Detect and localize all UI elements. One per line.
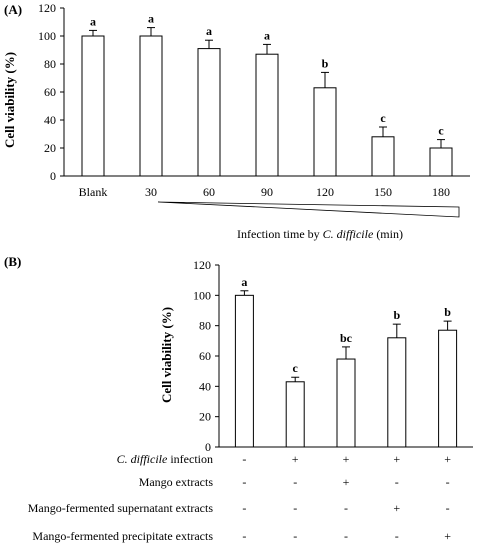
y-tick-label: 40 [44,113,56,127]
bar [139,35,163,177]
panel-a-time-wedge [157,201,460,218]
treatment-minus: - [446,475,450,489]
treatment-row-label: Mango-fermented supernatant extracts [28,501,214,515]
significance-letter: b [444,305,451,319]
bar [197,48,221,177]
y-tick-label: 100 [38,29,56,43]
bar [234,294,254,448]
panel-a-xlabel-organism: C. difficile [323,227,374,241]
x-tick-label: 180 [432,185,450,199]
treatment-minus: - [344,529,348,543]
bar [313,87,337,177]
treatment-minus: - [293,501,297,515]
treatment-minus: - [293,529,297,543]
x-tick-label: 90 [261,185,273,199]
bar [81,35,105,177]
y-tick-label: 20 [44,141,56,155]
significance-letter: c [438,124,444,138]
treatment-plus: + [444,529,451,543]
treatment-minus: - [242,452,246,466]
panel-a-xlabel-part: (min) [373,227,403,241]
bar [285,381,305,448]
significance-letter: a [148,12,154,26]
y-tick-label: 0 [205,440,211,454]
panel-b: (B) Cell viability (%) 0 20 40 60 80 100 120 a… [4,254,473,543]
treatment-plus: + [393,452,400,466]
treatment-minus: - [446,501,450,515]
treatment-plus: + [292,452,299,466]
treatment-label-part: Mango-fermented precipitate extracts [32,529,213,543]
x-tick-label: Blank [79,185,108,199]
treatment-minus: - [293,475,297,489]
panel-a-ylabel: Cell viability (%) [2,52,17,148]
significance-letter: c [293,361,299,375]
significance-letter: a [206,24,212,38]
treatment-minus: - [242,501,246,515]
bar [371,136,395,177]
bar [429,147,453,177]
treatment-plus: + [393,501,400,515]
panel-a-xlabel: Infection time by C. difficile (min) [237,227,403,241]
treatment-minus: - [242,475,246,489]
significance-letter: bc [340,331,353,345]
panel-a-label: (A) [4,2,22,17]
panel-a-xlabel-part: Infection time by [237,227,323,241]
significance-letter: b [393,308,400,322]
panel-a: (A) Cell viability (%) Infection time by… [2,1,470,241]
treatment-label-part: infection [167,452,213,466]
bar [387,337,407,448]
y-tick-label: 120 [38,1,56,15]
y-tick-label: 40 [199,379,211,393]
y-tick-label: 20 [199,410,211,424]
significance-letter: a [90,14,96,28]
bar [255,53,279,177]
bar [336,358,356,448]
organism-name: C. difficile [117,452,168,466]
treatment-plus: + [444,452,451,466]
treatment-label-part: Mango extracts [139,475,214,489]
y-tick-label: 60 [199,349,211,363]
x-tick-label: 30 [145,185,157,199]
significance-letter: c [380,111,386,125]
y-tick-label: 100 [193,288,211,302]
significance-letter: a [264,28,270,42]
treatment-plus: + [343,475,350,489]
y-tick-label: 0 [50,169,56,183]
treatment-minus: - [344,501,348,515]
y-tick-label: 80 [44,57,56,71]
panel-b-label: (B) [4,254,21,269]
treatment-minus: - [395,529,399,543]
treatment-row-label: Mango extracts [139,475,214,489]
x-tick-label: 60 [203,185,215,199]
x-tick-label: 120 [316,185,334,199]
treatment-label-part: Mango-fermented supernatant extracts [28,501,214,515]
treatment-row-label: C. difficile infection [117,452,213,466]
panel-b-ylabel: Cell viability (%) [159,307,174,403]
y-tick-label: 60 [44,85,56,99]
treatment-minus: - [242,529,246,543]
significance-letter: b [322,56,329,70]
treatment-plus: + [343,452,350,466]
treatment-row-label: Mango-fermented precipitate extracts [32,529,213,543]
y-tick-label: 80 [199,319,211,333]
treatment-minus: - [395,475,399,489]
bar [438,329,458,448]
significance-letter: a [241,275,247,289]
x-tick-label: 150 [374,185,392,199]
y-tick-label: 120 [193,258,211,272]
